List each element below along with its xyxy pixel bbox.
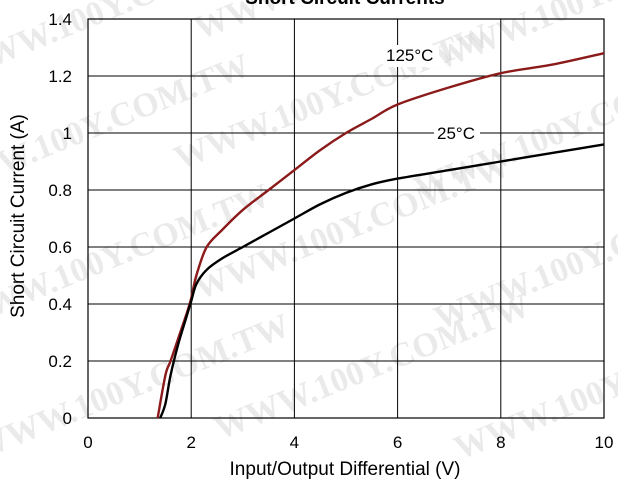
x-tick-label: 2 (186, 433, 195, 452)
y-tick-label: 0.4 (48, 295, 72, 314)
y-tick-labels: 0 0.2 0.4 0.6 0.8 1 1.2 1.4 (48, 10, 72, 428)
watermark-text: WWW.100Y.COM.TW (0, 307, 295, 467)
x-tick-label: 8 (496, 433, 505, 452)
y-tick-label: 0.6 (48, 238, 72, 257)
y-tick-label: 1 (63, 124, 72, 143)
x-tick-label: 0 (83, 433, 92, 452)
plot-area (87, 18, 605, 419)
y-tick-label: 0.8 (48, 181, 72, 200)
chart-title: Short Circuit Currents (245, 0, 445, 9)
x-tick-label: 6 (393, 433, 402, 452)
y-tick-label: 1.2 (48, 67, 72, 86)
annotations: 125°C 25°C (383, 45, 480, 145)
watermark-layer: WWW.100Y.COM.TWWWW.100Y.COM.TWWWW.100Y.C… (0, 0, 618, 467)
x-tick-label: 4 (290, 433, 299, 452)
annotation-125c: 125°C (386, 46, 433, 65)
watermark-text: WWW.100Y.COM.TW (189, 147, 515, 307)
annotation-background (383, 45, 439, 67)
y-tick-label: 1.4 (48, 10, 72, 29)
y-tick-label: 0 (63, 409, 72, 428)
x-tick-labels: 0 2 4 6 8 10 (83, 433, 613, 452)
y-tick-label: 0.2 (48, 352, 72, 371)
y-axis-label: Short Circuit Current (A) (8, 114, 29, 318)
series-line-125c (156, 52, 605, 419)
x-tick-label: 10 (595, 433, 614, 452)
annotation-25c: 25°C (437, 124, 475, 143)
series-line-25c (159, 143, 605, 419)
x-axis-label: Input/Output Differential (V) (230, 459, 461, 480)
series-layer (156, 52, 605, 419)
annotation-background (434, 123, 480, 145)
